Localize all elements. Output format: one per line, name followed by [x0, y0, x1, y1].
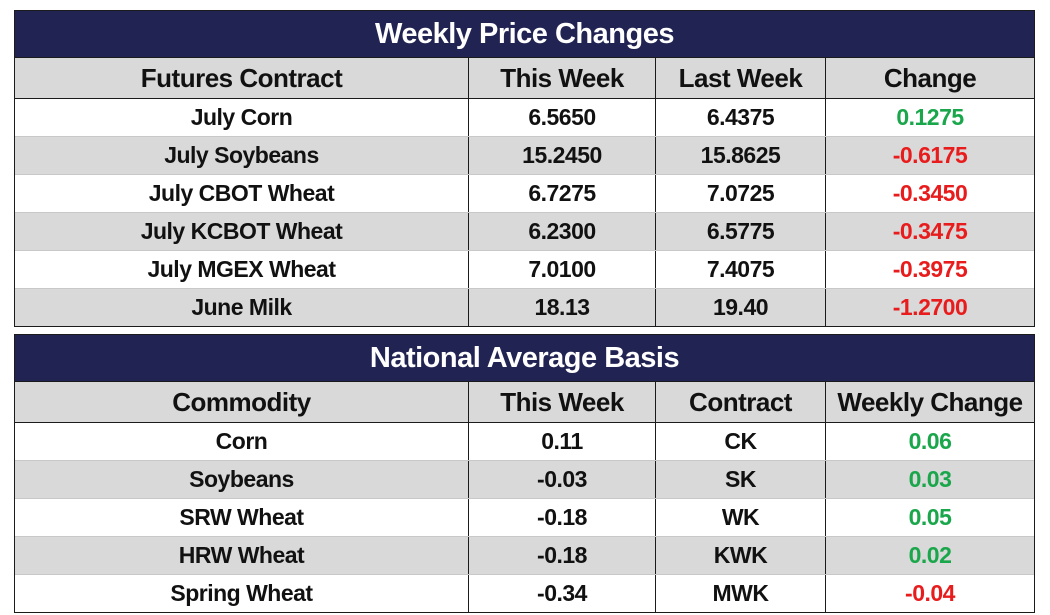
table-row: July Soybeans 15.2450 15.8625 -0.6175	[15, 137, 1034, 175]
contract-cell: KWK	[656, 537, 826, 574]
contract-cell: June Milk	[15, 289, 469, 326]
column-header-this-week: This Week	[469, 382, 656, 422]
weekly-change-cell: -0.04	[905, 580, 955, 606]
weekly-change-cell: 0.05	[908, 504, 952, 530]
column-header-change: Change	[883, 62, 977, 93]
commodity-cell: Soybeans	[15, 461, 469, 498]
weekly-change-cell: 0.02	[908, 542, 952, 568]
table-row: June Milk 18.13 19.40 -1.2700	[15, 289, 1034, 326]
this-week-cell: -0.18	[469, 537, 656, 574]
header-row: Commodity This Week Contract Weekly Chan…	[15, 382, 1034, 423]
column-header-last-week: Last Week	[656, 58, 826, 98]
column-header-futures-contract: Futures Contract	[15, 58, 469, 98]
commodity-cell: SRW Wheat	[15, 499, 469, 536]
this-week-cell: 18.13	[469, 289, 656, 326]
contract-cell: July CBOT Wheat	[15, 175, 469, 212]
contract-cell: July Corn	[15, 99, 469, 136]
change-cell: -0.6175	[892, 142, 968, 168]
this-week-cell: 6.2300	[469, 213, 656, 250]
contract-cell: SK	[656, 461, 826, 498]
this-week-cell: 0.11	[469, 423, 656, 460]
weekly-change-cell: 0.03	[908, 466, 952, 492]
table-row: Soybeans -0.03 SK 0.03	[15, 461, 1034, 499]
header-row: Futures Contract This Week Last Week Cha…	[15, 58, 1034, 99]
column-header-weekly-change: Weekly Change	[837, 386, 1023, 417]
table-title: Weekly Price Changes	[15, 11, 1034, 58]
table-row: July KCBOT Wheat 6.2300 6.5775 -0.3475	[15, 213, 1034, 251]
last-week-cell: 6.5775	[656, 213, 826, 250]
table-row: HRW Wheat -0.18 KWK 0.02	[15, 537, 1034, 575]
this-week-cell: 6.7275	[469, 175, 656, 212]
last-week-cell: 6.4375	[656, 99, 826, 136]
column-header-contract: Contract	[656, 382, 826, 422]
this-week-cell: 7.0100	[469, 251, 656, 288]
commodity-cell: Spring Wheat	[15, 575, 469, 612]
change-cell: -0.3475	[892, 218, 968, 244]
table-row: July CBOT Wheat 6.7275 7.0725 -0.3450	[15, 175, 1034, 213]
commodity-cell: Corn	[15, 423, 469, 460]
contract-cell: July MGEX Wheat	[15, 251, 469, 288]
contract-cell: CK	[656, 423, 826, 460]
last-week-cell: 15.8625	[656, 137, 826, 174]
last-week-cell: 19.40	[656, 289, 826, 326]
table-row: July MGEX Wheat 7.0100 7.4075 -0.3975	[15, 251, 1034, 289]
this-week-cell: -0.18	[469, 499, 656, 536]
last-week-cell: 7.0725	[656, 175, 826, 212]
contract-cell: July Soybeans	[15, 137, 469, 174]
column-header-this-week: This Week	[469, 58, 656, 98]
last-week-cell: 7.4075	[656, 251, 826, 288]
commodity-cell: HRW Wheat	[15, 537, 469, 574]
contract-cell: WK	[656, 499, 826, 536]
table-row: Corn 0.11 CK 0.06	[15, 423, 1034, 461]
table-row: SRW Wheat -0.18 WK 0.05	[15, 499, 1034, 537]
this-week-cell: -0.34	[469, 575, 656, 612]
change-cell: 0.1275	[896, 104, 964, 130]
table-row: July Corn 6.5650 6.4375 0.1275	[15, 99, 1034, 137]
table-row: Spring Wheat -0.34 MWK -0.04	[15, 575, 1034, 612]
weekly-price-changes-table: Weekly Price Changes Futures Contract Th…	[14, 10, 1035, 327]
contract-cell: MWK	[656, 575, 826, 612]
this-week-cell: 15.2450	[469, 137, 656, 174]
column-header-commodity: Commodity	[15, 382, 469, 422]
this-week-cell: -0.03	[469, 461, 656, 498]
table-title: National Average Basis	[15, 335, 1034, 382]
national-average-basis-table: National Average Basis Commodity This We…	[14, 334, 1035, 613]
this-week-cell: 6.5650	[469, 99, 656, 136]
contract-cell: July KCBOT Wheat	[15, 213, 469, 250]
change-cell: -0.3450	[892, 180, 968, 206]
change-cell: -0.3975	[892, 256, 968, 282]
change-cell: -1.2700	[892, 294, 968, 320]
weekly-change-cell: 0.06	[908, 428, 952, 454]
